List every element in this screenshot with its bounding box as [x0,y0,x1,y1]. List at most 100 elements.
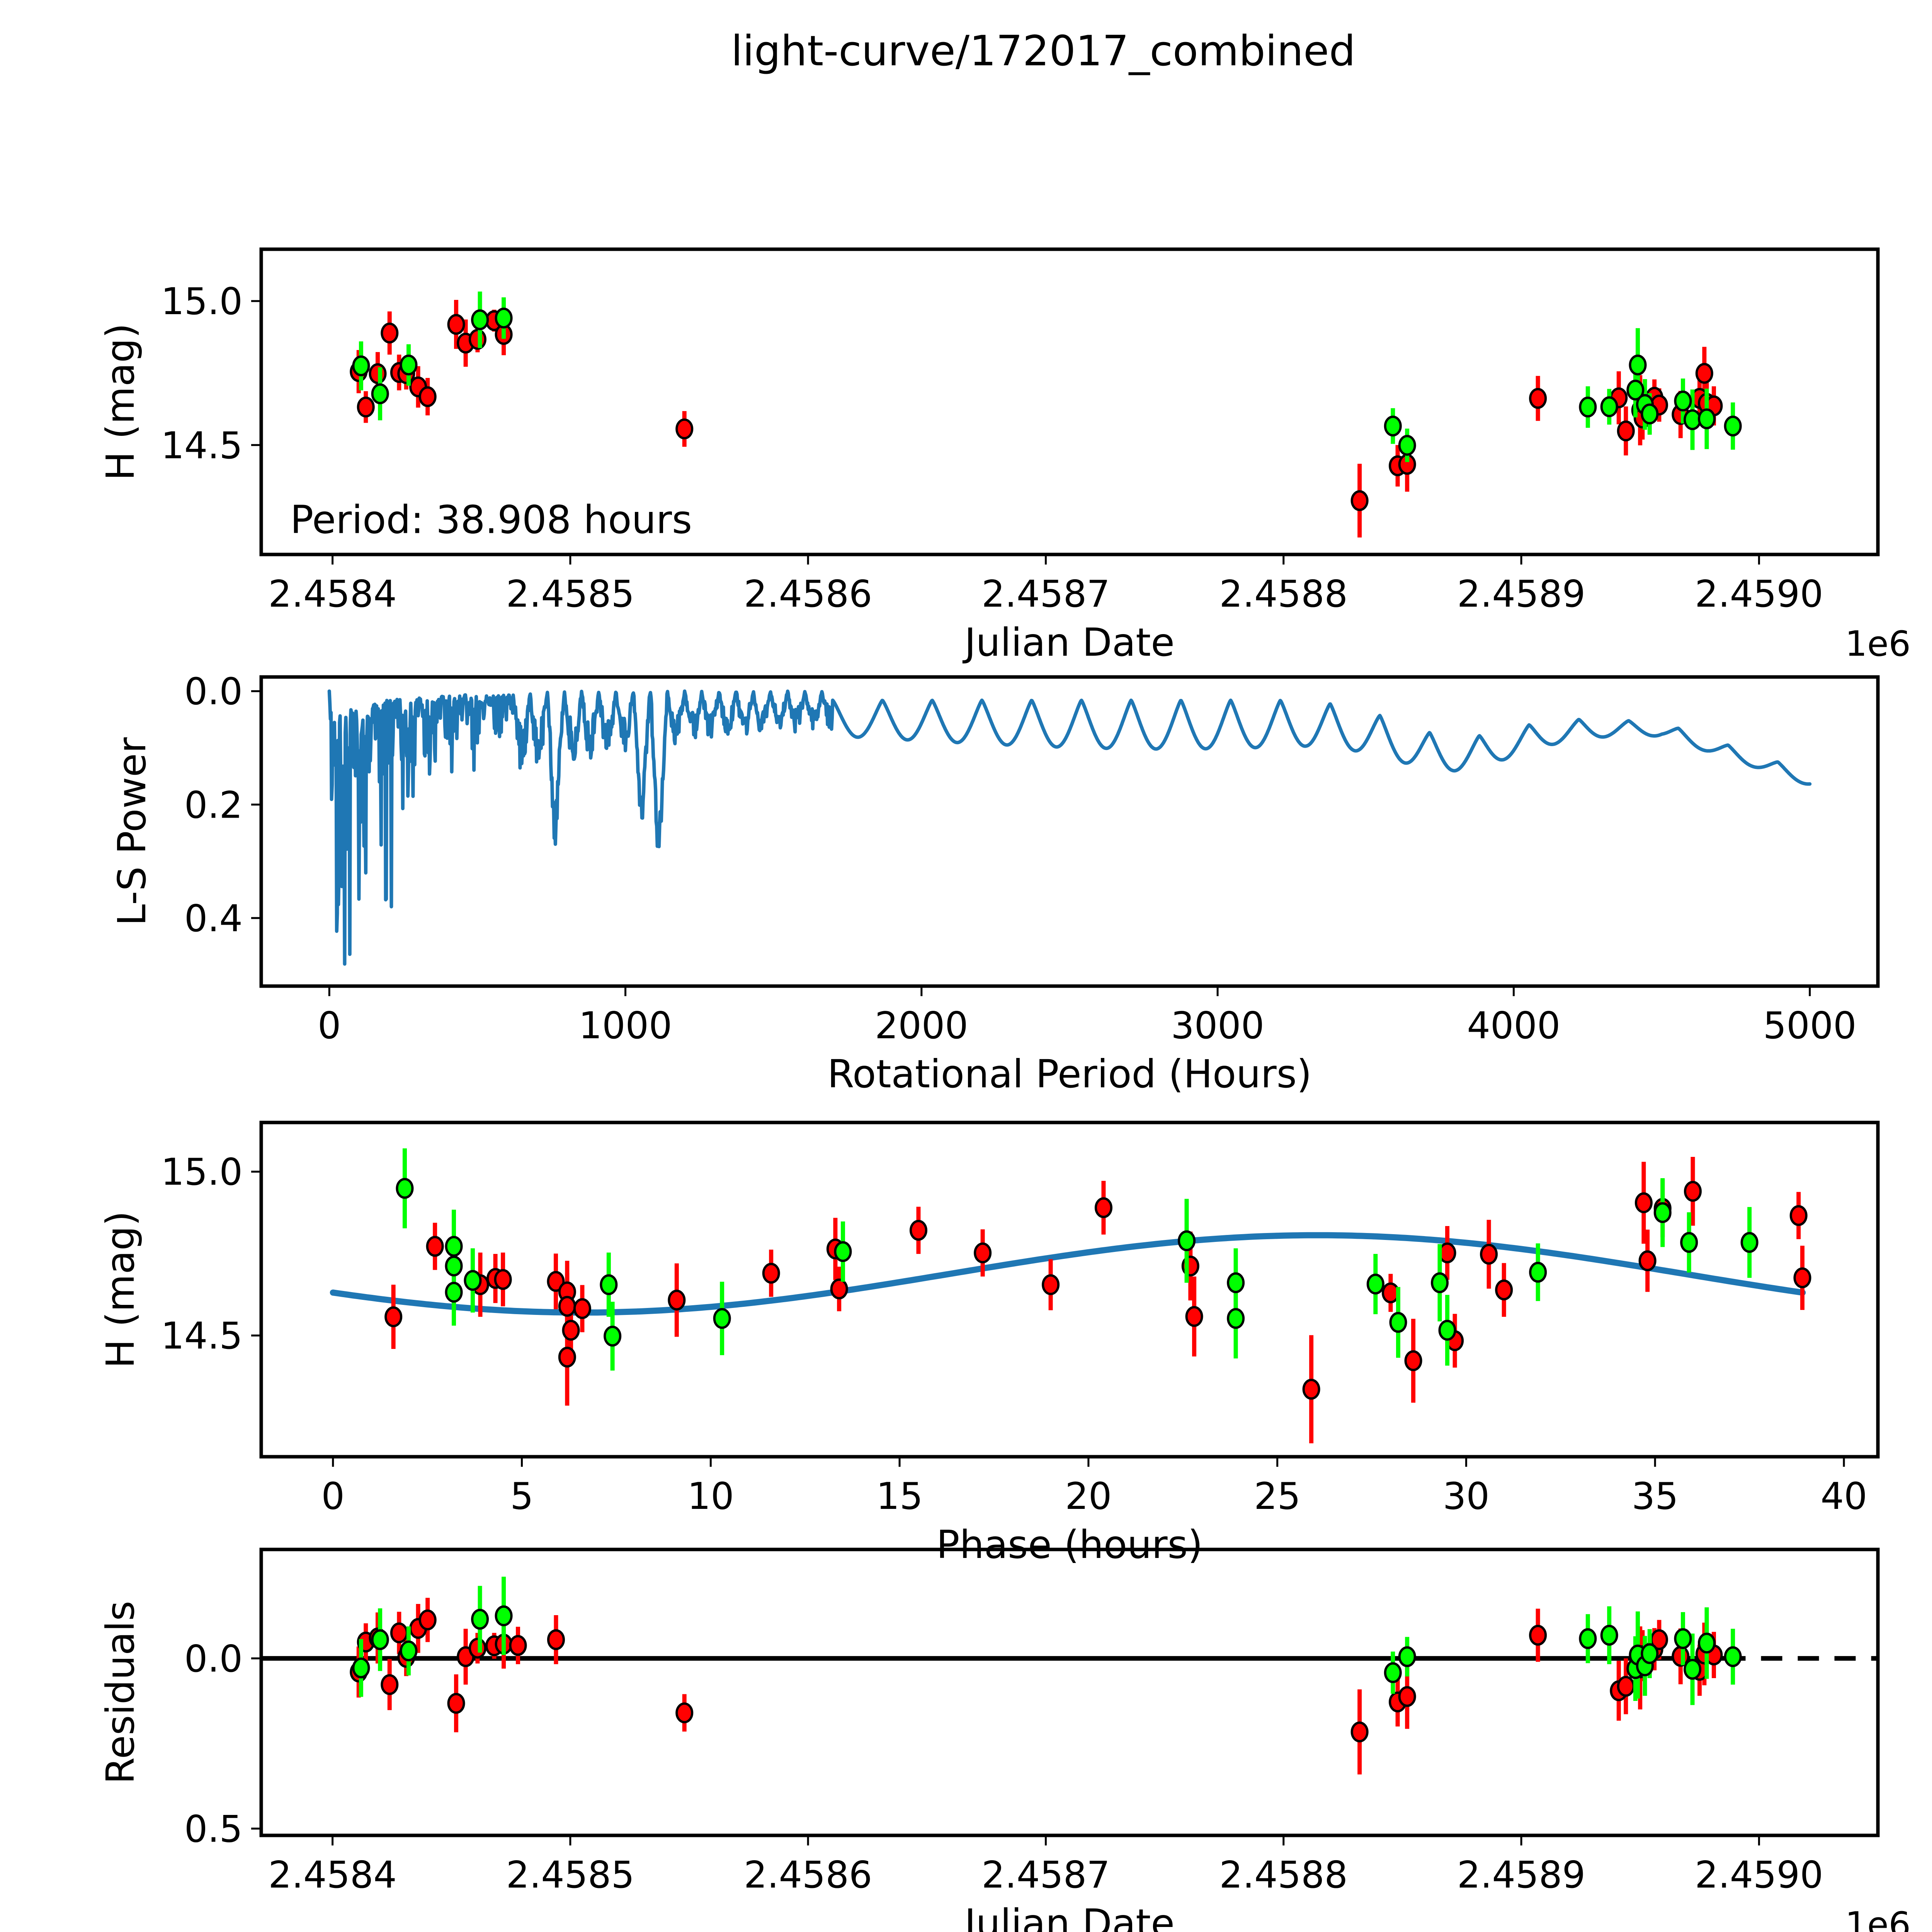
panel-residuals-xlabel: Julian Date [962,1901,1175,1932]
data-point [352,1657,370,1679]
data-point [675,418,694,440]
panel-residuals-frame [259,1548,1880,1837]
data-point [1398,435,1416,456]
panel-phase-series-green [396,1148,1759,1371]
x-tick-label: 2.4586 [744,573,872,616]
x-tick-label: 2.4584 [268,573,396,616]
y-tick-label: 15.0 [161,1151,243,1194]
y-tick-label: 0.2 [184,784,243,827]
data-point [509,1635,527,1656]
data-point [1600,1625,1618,1646]
data-point [445,1255,463,1277]
x-tick-label: 40 [1821,1475,1867,1518]
data-point [1480,1243,1498,1265]
data-point [1529,1625,1547,1646]
data-point [418,1609,437,1631]
data-point [675,1702,694,1723]
data-point [1629,354,1647,376]
data-point [1793,1267,1811,1288]
x-tick-label: 25 [1254,1475,1301,1518]
data-point [909,1220,927,1241]
data-point [1381,1282,1400,1303]
panel-phase-plot-area [330,1148,1811,1444]
x-tick-label: 0 [318,1005,341,1047]
data-point [447,1693,465,1714]
data-point [830,1278,848,1299]
data-point [1042,1274,1060,1295]
y-tick-label: 14.5 [161,1315,243,1357]
x-tick-label: 5 [510,1475,533,1518]
y-tick-label: 0.4 [184,898,243,940]
data-point [400,354,418,376]
data-point [1227,1308,1245,1329]
panel-periodogram-ylabel: L-S Power [109,737,155,926]
data-point [1579,1628,1597,1649]
data-point [1529,388,1547,409]
x-tick-label: 2.4588 [1219,573,1348,616]
x-tick-label: 2.4586 [744,1854,872,1896]
data-point [1684,1181,1702,1202]
data-point [1529,1262,1547,1283]
panel-lightcurve: 2.4584 2.4585 2.4586 2.4587 2.4588 2.4589 2.45… [98,247,1911,665]
x-tick-label: 0 [321,1475,345,1518]
panel-lightcurve-series-green [352,291,1742,462]
data-point [1094,1197,1112,1218]
panel-periodogram-line [327,689,1812,966]
panel-periodogram-frame [259,675,1880,988]
data-point [357,396,375,418]
x-tick-label: 4000 [1467,1005,1561,1047]
data-point [1398,1686,1416,1707]
panel-phase-ylabel: H (mag) [98,1211,143,1368]
x-tick-label: 2000 [875,1005,968,1047]
data-point [1641,403,1659,425]
data-point [1789,1205,1808,1226]
data-point [381,322,399,344]
x-tick-label: 2.4587 [981,1854,1110,1896]
data-point [1674,1628,1692,1649]
panel-lightcurve-offset-label: 1e6 [1845,624,1911,664]
data-point [1366,1274,1384,1295]
x-tick-label: 2.4590 [1695,573,1823,616]
x-tick-label: 2.4589 [1457,573,1585,616]
data-point [1626,379,1645,401]
data-point [1495,1279,1513,1301]
data-point [381,1674,399,1695]
data-point [464,1270,482,1291]
panel-lightcurve-plot-area [350,291,1742,538]
x-tick-label: 1000 [579,1005,672,1047]
panel-periodogram-xlabel: Rotational Period (Hours) [827,1051,1312,1097]
panel-phase: 0 5 10 15 20 25 30 35 40 15.0 14.5 Phase (hours) H (… [98,1121,1880,1567]
panel-residuals-series-red [350,1598,1723,1775]
data-point [426,1236,444,1257]
data-point [1695,363,1713,384]
data-point [1617,420,1635,442]
panel-phase-xlabel: Phase (hours) [936,1522,1203,1567]
data-point [1185,1306,1203,1327]
data-point [1302,1379,1320,1400]
data-point [1740,1232,1759,1253]
data-point [1389,1312,1407,1333]
panel-residuals-plot-area [261,1577,1878,1775]
data-point [1674,390,1692,412]
y-tick-label: 15.0 [161,281,243,323]
y-tick-label: 14.5 [161,425,243,467]
panel-residuals-series-green [352,1577,1742,1705]
panel-periodogram-plot-area [327,689,1812,966]
data-point [445,1282,463,1303]
data-point [471,1609,489,1630]
data-point [471,309,489,330]
data-point [1638,1250,1656,1271]
data-point [390,1622,408,1643]
page-title: light-curve/172017_combined [731,27,1356,75]
data-point [1350,490,1369,511]
data-point [1438,1320,1456,1341]
data-point [396,1178,414,1199]
data-point [1384,1662,1402,1683]
panel-residuals-ylabel: Residuals [98,1601,143,1784]
data-point [1684,1659,1702,1680]
data-point [547,1629,565,1650]
data-point [668,1289,686,1311]
x-tick-label: 2.4584 [268,1854,396,1896]
x-tick-label: 35 [1632,1475,1679,1518]
